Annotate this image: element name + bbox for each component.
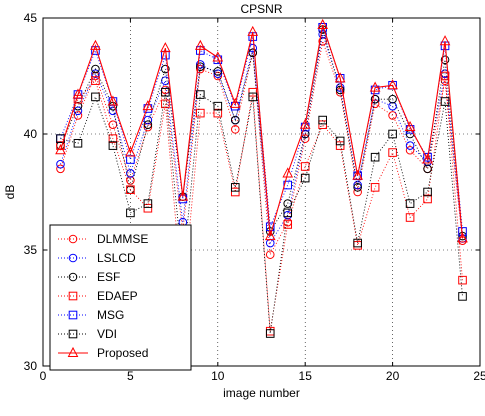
y-axis-label: dB [3, 185, 17, 200]
legend-label: LSLCD [97, 251, 136, 265]
x-tick-label: 5 [127, 369, 134, 383]
x-tick-label: 20 [386, 369, 400, 383]
x-tick-label: 10 [211, 369, 225, 383]
legend-label: MSG [97, 308, 124, 322]
y-tick-label: 30 [24, 359, 38, 373]
legend-label: EDAEP [97, 289, 138, 303]
legend-label: Proposed [97, 346, 148, 360]
y-tick-label: 40 [24, 127, 38, 141]
legend-label: VDI [97, 327, 117, 341]
x-tick-label: 25 [473, 369, 485, 383]
legend-label: DLMMSE [97, 232, 148, 246]
x-tick-label: 0 [40, 369, 47, 383]
legend: DLMMSE LSLCD ESF EDAEP MSG VDI Proposed [50, 225, 191, 370]
x-tick-label: 15 [299, 369, 313, 383]
legend-label: ESF [97, 270, 120, 284]
y-tick-label: 45 [24, 11, 38, 25]
chart-title: CPSNR [240, 2, 282, 16]
x-axis-label: image number [223, 386, 300, 400]
y-tick-label: 35 [24, 243, 38, 257]
